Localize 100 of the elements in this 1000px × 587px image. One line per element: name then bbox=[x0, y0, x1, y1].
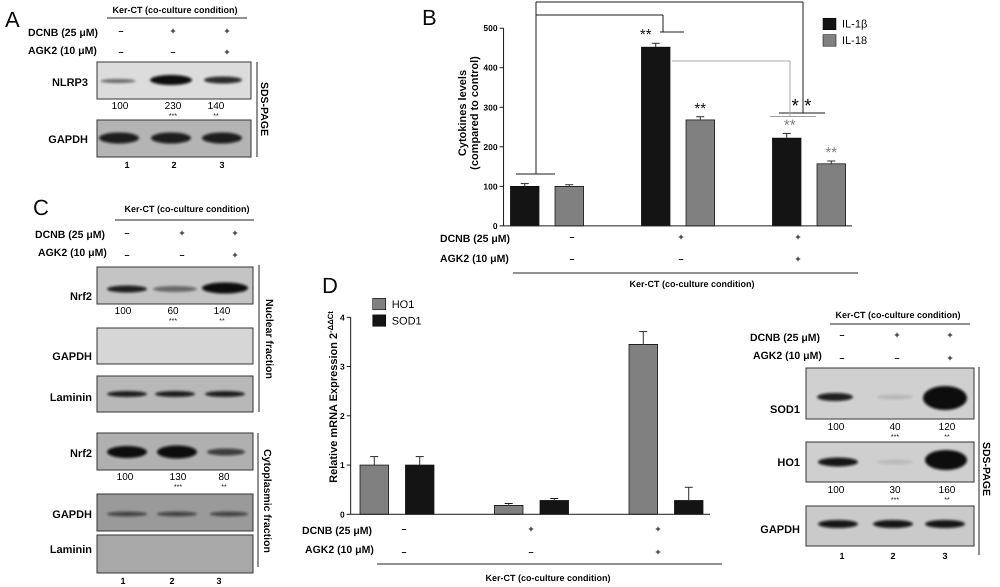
text: + bbox=[232, 250, 238, 260]
y-tick-label: 100 bbox=[483, 181, 498, 192]
text: 2 bbox=[890, 551, 896, 561]
text: – bbox=[528, 547, 534, 557]
text: 130 bbox=[170, 472, 187, 483]
text: SDS-PAGE bbox=[980, 442, 992, 496]
chart-title: B bbox=[422, 5, 437, 30]
annotation: ** bbox=[694, 100, 706, 118]
text: + bbox=[655, 524, 661, 534]
text: – bbox=[124, 250, 130, 260]
text: 80 bbox=[218, 472, 230, 483]
text: + bbox=[947, 330, 953, 340]
text: 1 bbox=[120, 576, 126, 586]
text: DCNB (25 μM) bbox=[35, 229, 106, 241]
text: Ker-CT (co-culture condition) bbox=[486, 573, 610, 583]
text: – bbox=[839, 330, 845, 340]
legend-label: IL-1β bbox=[842, 18, 868, 31]
text: Ker-CT (co-culture condition) bbox=[836, 310, 960, 320]
text: 2 bbox=[171, 160, 177, 170]
text: A bbox=[5, 7, 20, 32]
legend-label: HO1 bbox=[392, 298, 414, 311]
text: C bbox=[33, 195, 49, 220]
y-tick-label: 200 bbox=[483, 142, 498, 152]
chart-title: D bbox=[322, 273, 338, 298]
text: Ker-CT (co-culture condition) bbox=[124, 204, 250, 214]
y-tick-label: 3 bbox=[340, 362, 345, 372]
text: – bbox=[179, 250, 185, 260]
y-tick-label: 2 bbox=[340, 410, 345, 421]
text: – bbox=[401, 547, 407, 557]
text: Ker-CT (co-culture condition) bbox=[112, 5, 238, 15]
text: GAPDH bbox=[52, 351, 92, 363]
text: 140 bbox=[208, 101, 225, 112]
y-tick-label: 0 bbox=[492, 220, 498, 231]
text: + bbox=[795, 254, 801, 264]
text: – bbox=[894, 353, 900, 363]
y-tick-label: 400 bbox=[483, 62, 498, 73]
text: 60 bbox=[167, 306, 179, 317]
y-tick-label: 500 bbox=[483, 23, 498, 34]
text: NLRP3 bbox=[52, 77, 88, 89]
text: 1 bbox=[839, 551, 845, 561]
text: 2 bbox=[169, 576, 175, 586]
annotation: * * bbox=[791, 96, 812, 117]
y-tick-label: 300 bbox=[483, 102, 498, 112]
text: Laminin bbox=[50, 392, 92, 404]
text: – bbox=[170, 47, 176, 57]
text: 120 bbox=[938, 422, 956, 433]
text: GAPDH bbox=[760, 524, 800, 536]
text: 30 bbox=[889, 485, 901, 496]
legend-label: SOD1 bbox=[392, 315, 422, 328]
annotation: ** bbox=[640, 26, 652, 44]
text: 230 bbox=[164, 101, 182, 112]
text: GAPDH bbox=[52, 509, 92, 521]
annotation: ** bbox=[784, 116, 796, 134]
y-tick-label: 0 bbox=[340, 509, 345, 520]
text: + bbox=[947, 353, 953, 363]
text: – bbox=[124, 228, 130, 238]
text: – bbox=[839, 353, 845, 363]
text: + bbox=[232, 228, 238, 238]
text: HO1 bbox=[777, 457, 800, 469]
text: 160 bbox=[938, 485, 956, 496]
text: + bbox=[170, 26, 176, 36]
text: 100 bbox=[116, 472, 134, 483]
text: – bbox=[118, 26, 124, 36]
text: + bbox=[224, 26, 230, 36]
text: 100 bbox=[112, 101, 129, 112]
text: DCNB (25 μM) bbox=[750, 332, 820, 344]
text: – bbox=[401, 524, 407, 534]
text: AGK2 (10 μM) bbox=[28, 45, 97, 57]
text: AGK2 (10 μM) bbox=[38, 247, 107, 259]
text: 3 bbox=[219, 160, 225, 170]
text: + bbox=[795, 232, 801, 242]
text: 1 bbox=[124, 160, 130, 170]
text: Ker-CT (co-culture condition) bbox=[630, 279, 754, 289]
text: 100 bbox=[828, 485, 845, 496]
y-tick-label: 1 bbox=[340, 460, 345, 470]
y-axis-title: Cytokines levels (compared to control) bbox=[457, 56, 481, 170]
text: 100 bbox=[114, 306, 132, 317]
text: – bbox=[569, 232, 575, 242]
text: SDS-PAGE bbox=[258, 82, 270, 136]
text: Laminin bbox=[50, 544, 92, 556]
text: – bbox=[569, 254, 575, 264]
annotation: ** bbox=[825, 144, 838, 162]
text: 3 bbox=[942, 551, 948, 561]
text: + bbox=[655, 547, 661, 557]
text: + bbox=[179, 228, 185, 238]
text: 100 bbox=[828, 422, 845, 433]
text: + bbox=[528, 524, 534, 534]
text: GAPDH bbox=[48, 134, 88, 146]
text: Cytoplasmic fraction bbox=[261, 449, 273, 553]
text: – bbox=[118, 47, 124, 57]
text: + bbox=[678, 232, 684, 242]
text: 40 bbox=[889, 422, 901, 433]
text: – bbox=[678, 254, 684, 264]
text: Nrf2 bbox=[70, 291, 92, 303]
text: + bbox=[224, 47, 230, 57]
text: DCNB (25 μM) bbox=[28, 27, 98, 39]
text: DCNB (25 μM) bbox=[440, 233, 510, 245]
text: 3 bbox=[216, 576, 222, 586]
y-tick-label: 4 bbox=[340, 312, 345, 322]
text: + bbox=[894, 330, 900, 340]
